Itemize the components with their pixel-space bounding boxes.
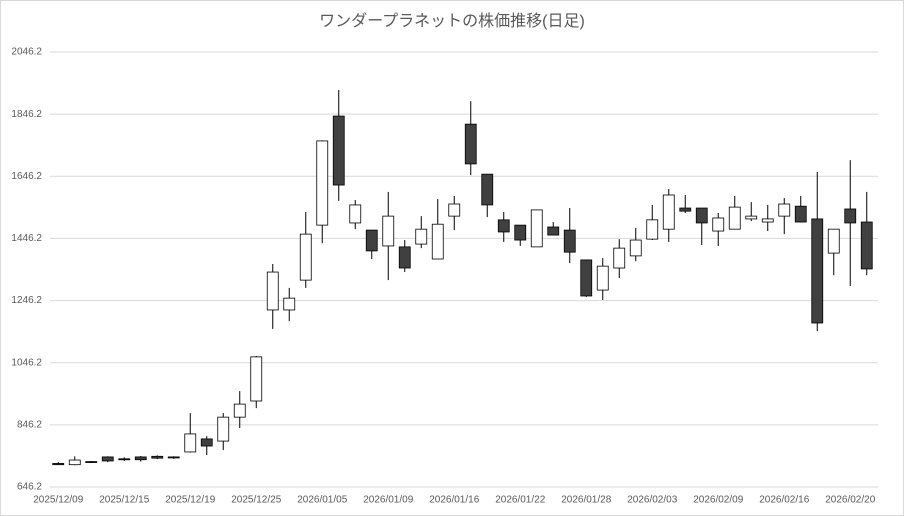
candle-body	[563, 229, 576, 253]
x-tick-label: 2026/01/28	[561, 495, 611, 506]
candle-body	[101, 456, 114, 462]
chart-title: ワンダープラネットの株価推移(日足)	[319, 12, 585, 30]
x-tick-label: 2026/02/09	[693, 495, 743, 506]
candle-body	[85, 461, 98, 463]
candle-body	[629, 239, 642, 257]
y-tick-label: 846.2	[17, 419, 42, 430]
x-tick-label: 2026/02/20	[825, 495, 875, 506]
candle-body	[299, 233, 312, 281]
x-tick-label: 2026/01/09	[363, 495, 413, 506]
candle-body	[530, 209, 543, 248]
candle-body	[200, 438, 213, 447]
candle-body	[233, 403, 246, 418]
candle-body	[382, 215, 395, 247]
candle-body	[398, 246, 411, 269]
candle-body	[283, 297, 296, 311]
candle-body	[514, 224, 527, 241]
candle-body	[52, 463, 65, 466]
candle-body	[497, 219, 510, 233]
candle-body	[68, 459, 81, 466]
candle-body	[266, 271, 279, 311]
candle-body	[860, 221, 873, 270]
candle-body	[415, 228, 428, 245]
candle-body	[613, 247, 626, 269]
candle-body	[646, 219, 659, 240]
candle-body	[662, 194, 675, 230]
y-tick-label: 2046.2	[11, 47, 42, 58]
candle-body	[745, 215, 758, 220]
y-tick-label: 646.2	[17, 482, 42, 493]
candle-body	[827, 228, 840, 254]
candle-body	[794, 205, 807, 223]
x-tick-label: 2026/01/16	[429, 495, 479, 506]
candle-body	[448, 203, 461, 217]
candle-body	[365, 229, 378, 252]
x-tick-label: 2025/12/15	[99, 495, 149, 506]
x-tick-label: 2026/01/22	[495, 495, 545, 506]
candle-body	[184, 433, 197, 453]
candle-body	[596, 265, 609, 291]
x-tick-label: 2025/12/25	[231, 495, 281, 506]
candle-body	[679, 207, 692, 212]
candle-body	[167, 456, 180, 459]
candle-body	[250, 356, 263, 402]
candle-body	[811, 218, 824, 324]
candle-body	[761, 218, 774, 223]
y-tick-label: 1246.2	[11, 295, 42, 306]
candle-body	[134, 456, 147, 461]
candle-body	[349, 204, 362, 224]
y-tick-label: 1046.2	[11, 357, 42, 368]
y-tick-label: 1646.2	[11, 171, 42, 182]
y-tick-label: 1446.2	[11, 233, 42, 244]
candle-body	[728, 206, 741, 230]
candle-body	[464, 123, 477, 165]
candle-body	[580, 259, 593, 297]
candle-body	[695, 207, 708, 224]
x-tick-label: 2026/01/05	[297, 495, 347, 506]
x-tick-label: 2026/02/03	[627, 495, 677, 506]
candle-body	[118, 458, 131, 461]
candle-body	[712, 217, 725, 232]
candle-body	[316, 140, 329, 226]
candle-body	[778, 203, 791, 217]
candle-body	[547, 226, 560, 236]
x-tick-label: 2026/02/16	[759, 495, 809, 506]
candle-body	[332, 115, 345, 186]
y-tick-label: 1846.2	[11, 109, 42, 120]
candle-body	[481, 173, 494, 206]
x-tick-label: 2025/12/19	[165, 495, 215, 506]
candle-body	[844, 208, 857, 224]
candle-body	[217, 416, 230, 442]
candle-body	[431, 223, 444, 260]
x-tick-label: 2025/12/09	[33, 495, 83, 506]
candle-body	[151, 455, 164, 459]
